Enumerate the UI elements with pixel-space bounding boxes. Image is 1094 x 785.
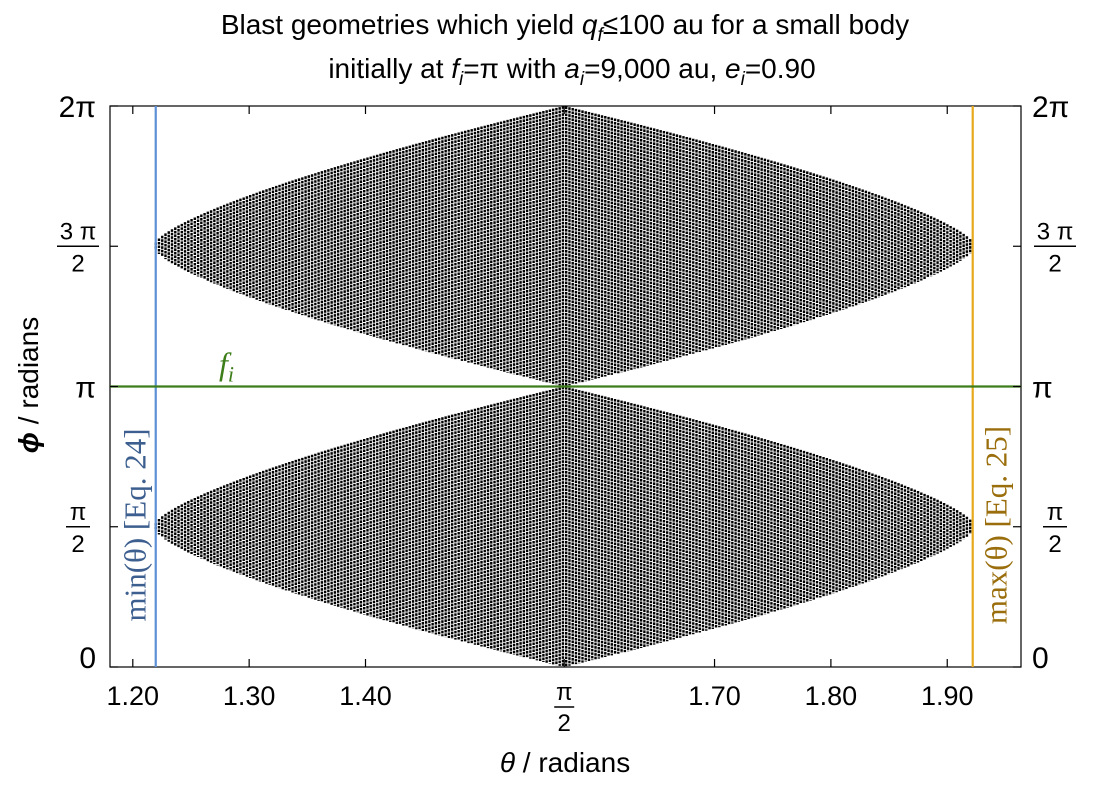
- x-tick-label-denominator: 2: [558, 710, 571, 737]
- y-tick-label-numerator-right: 3 π: [1037, 218, 1074, 245]
- y-tick-label-right: 2π: [1032, 91, 1069, 124]
- x-tick-label: 1.20: [107, 681, 160, 711]
- y-tick-label-denominator-left: 2: [71, 250, 84, 277]
- y-tick-label-left: π: [75, 372, 96, 405]
- y-tick-label-denominator-left: 2: [71, 531, 84, 558]
- chart-title-line2: initially at fi=π with ai=9,000 au, ei=0…: [328, 53, 815, 90]
- x-tick-label: 1.30: [223, 681, 276, 711]
- y-tick-label-denominator-right: 2: [1048, 531, 1061, 558]
- chart-title: Blast geometries which yield qf≤100 au f…: [221, 9, 909, 90]
- y-tick-label-right: π: [1032, 372, 1053, 405]
- x-tick-label: 1.90: [921, 681, 974, 711]
- y-tick-label-numerator-left: 3 π: [60, 218, 97, 245]
- y-tick-label-denominator-right: 2: [1048, 250, 1061, 277]
- plot-area: [154, 106, 972, 667]
- y-tick-label-left: 2π: [59, 91, 96, 124]
- x-tick-label-numerator: π: [556, 679, 573, 706]
- y-tick-label-numerator-right: π: [1047, 499, 1064, 526]
- y-tick-label-numerator-left: π: [70, 499, 87, 526]
- reference-lines: min(θ) [Eq. 24] max(θ) [Eq. 25] fi: [110, 106, 1021, 667]
- x-tick-label: 1.80: [805, 681, 858, 711]
- x-tick-label: 1.40: [339, 681, 392, 711]
- upper-lobe: [154, 106, 972, 387]
- ref-line-label-1: max(θ) [Eq. 25]: [979, 426, 1014, 624]
- ref-line-label-0: min(θ) [Eq. 24]: [118, 428, 153, 621]
- lower-lobe: [154, 386, 972, 667]
- x-tick-label: 1.70: [688, 681, 741, 711]
- y-tick-label-left: 0: [79, 642, 96, 675]
- y-tick-label-right: 0: [1032, 642, 1049, 675]
- chart-title-line1: Blast geometries which yield qf≤100 au f…: [221, 9, 909, 46]
- y-axis-label: ϕ / radians: [13, 317, 44, 453]
- ref-line-label-fi: fi: [219, 346, 234, 387]
- x-axis-label: θ / radians: [500, 747, 630, 778]
- x-axis-ticks: 1.20 1.30 1.40 π 2 1.70 1.80 1.90: [107, 106, 974, 737]
